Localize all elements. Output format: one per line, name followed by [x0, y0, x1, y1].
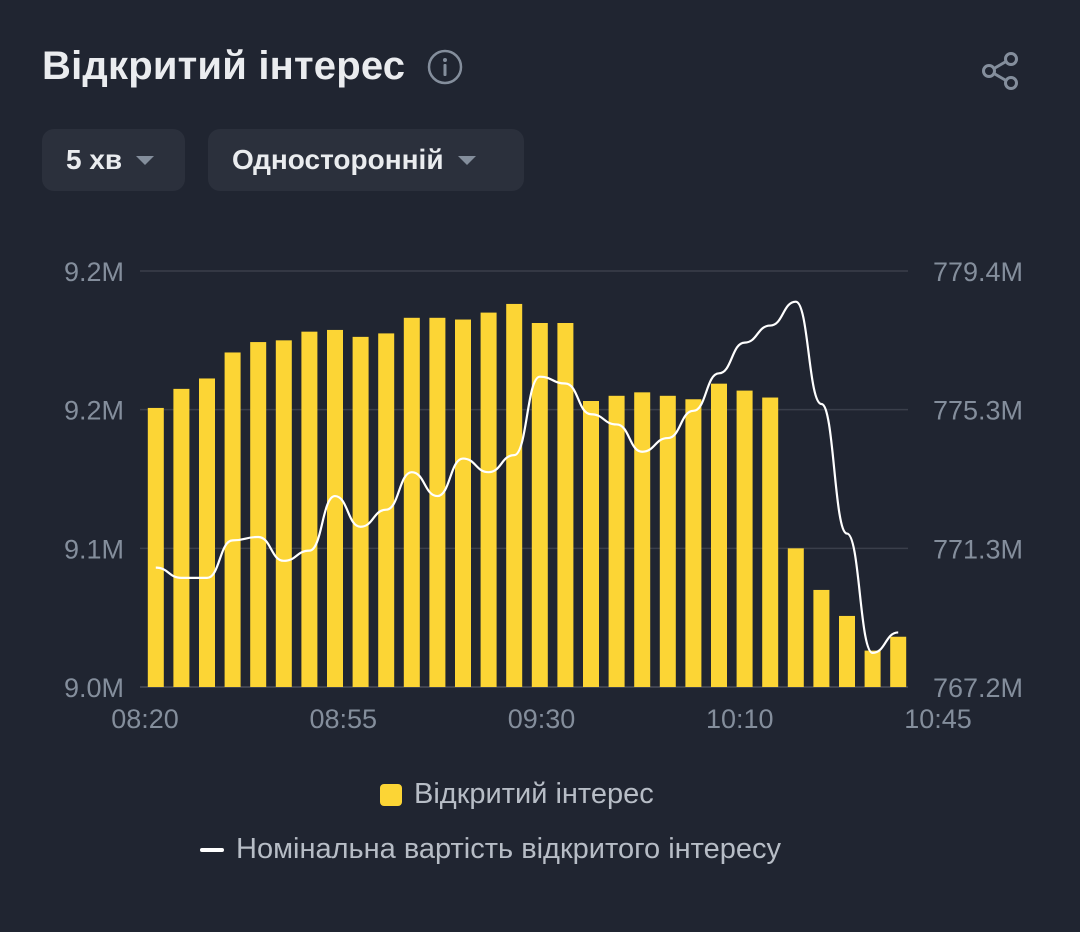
y-right-tick-label: 775.3M	[933, 396, 1023, 426]
legend-item-bars[interactable]: Відкритий інтерес	[380, 778, 654, 811]
bar	[531, 323, 548, 687]
interval-dropdown[interactable]: 5 хв	[42, 129, 185, 191]
legend-label-line: Номінальна вартість відкритого інтересу	[236, 833, 781, 865]
bar	[173, 388, 190, 687]
bar	[736, 390, 753, 687]
chevron-down-icon	[136, 155, 155, 165]
header: Відкритий інтерес	[42, 44, 463, 89]
bar	[583, 401, 599, 687]
share-icon[interactable]	[980, 50, 1022, 92]
bar	[608, 395, 625, 687]
bar	[147, 407, 164, 687]
legend-item-line[interactable]: Номінальна вартість відкритого інтересу	[200, 833, 781, 866]
legend-label-bars: Відкритий інтерес	[414, 778, 654, 810]
chevron-down-icon	[457, 155, 476, 165]
bar	[864, 650, 881, 687]
bar	[787, 548, 804, 687]
bar	[275, 340, 292, 687]
bar	[352, 336, 369, 687]
bar	[762, 397, 779, 687]
bar	[480, 312, 497, 687]
mode-dropdown[interactable]: Односторонній	[208, 129, 524, 191]
page-title: Відкритий інтерес	[42, 44, 406, 88]
bar	[224, 352, 241, 687]
bar	[839, 615, 855, 687]
legend-swatch-line	[200, 847, 224, 852]
legend-swatch-bar	[380, 783, 402, 806]
bar	[455, 319, 471, 687]
x-tick-label: 09:30	[508, 704, 576, 734]
y-left-tick-label: 9.2M	[64, 396, 124, 426]
y-right-tick-label: 779.4M	[933, 257, 1023, 287]
info-icon[interactable]	[427, 49, 463, 85]
x-tick-label: 10:10	[706, 704, 774, 734]
open-interest-chart: 9.0M 767.2M 9.1M 771.3M 9.2M 775.3M 9.2M 779.4M…	[64, 257, 1023, 734]
bar	[659, 395, 676, 687]
bar	[685, 399, 702, 687]
bar	[327, 329, 343, 687]
bar	[429, 317, 446, 687]
bar	[890, 636, 907, 687]
y-left-tick-label: 9.2M	[64, 257, 124, 287]
bar	[813, 589, 830, 687]
bar	[557, 323, 574, 687]
bar	[250, 342, 267, 687]
y-left-tick-label: 9.0M	[64, 673, 124, 703]
x-tick-label: 10:45	[904, 704, 972, 734]
bar	[634, 392, 651, 687]
series-line	[155, 300, 899, 655]
bar	[301, 331, 318, 687]
bar	[711, 383, 727, 687]
x-tick-label: 08:55	[309, 704, 377, 734]
mode-dropdown-label: Односторонній	[232, 144, 444, 175]
y-right-tick-label: 771.3M	[933, 534, 1023, 564]
y-left-tick-label: 9.1M	[64, 534, 124, 564]
interval-dropdown-label: 5 хв	[66, 144, 123, 175]
bar	[506, 303, 523, 687]
x-tick-label: 08:20	[111, 704, 179, 734]
bar	[403, 317, 420, 687]
y-right-tick-label: 767.2M	[933, 673, 1023, 703]
bar	[199, 378, 215, 687]
